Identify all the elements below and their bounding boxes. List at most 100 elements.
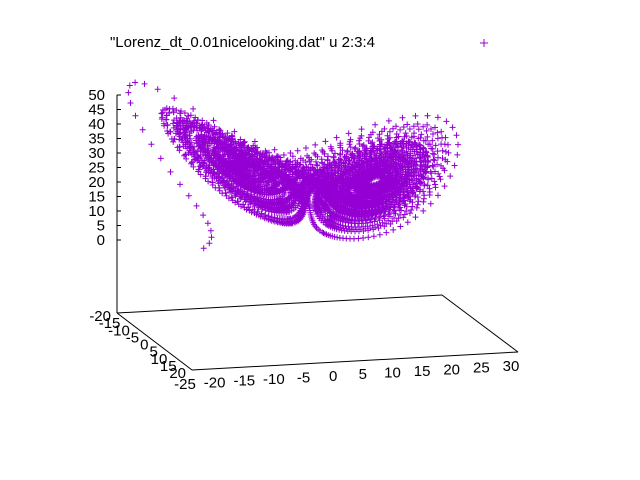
data-point bbox=[453, 132, 460, 139]
data-point bbox=[219, 167, 226, 174]
data-point bbox=[400, 142, 406, 149]
data-point bbox=[442, 134, 449, 141]
data-point bbox=[287, 150, 294, 156]
data-point bbox=[385, 136, 392, 142]
data-point bbox=[409, 203, 416, 210]
z-tick-label: 40 bbox=[88, 116, 105, 133]
data-point bbox=[224, 147, 231, 154]
data-point bbox=[190, 163, 197, 170]
data-point bbox=[305, 172, 312, 179]
data-point bbox=[416, 141, 423, 148]
data-point bbox=[314, 162, 321, 169]
data-point bbox=[365, 212, 372, 219]
data-point bbox=[336, 226, 343, 233]
data-point bbox=[374, 198, 381, 204]
data-point bbox=[374, 159, 381, 166]
data-point bbox=[438, 162, 444, 169]
data-point bbox=[242, 182, 249, 189]
data-point bbox=[395, 186, 402, 193]
data-point bbox=[434, 114, 441, 121]
data-point bbox=[405, 172, 412, 178]
data-point bbox=[198, 162, 204, 168]
data-point bbox=[359, 174, 366, 181]
data-point bbox=[333, 134, 340, 141]
data-point bbox=[175, 131, 182, 138]
data-point bbox=[371, 160, 377, 167]
data-point bbox=[447, 173, 454, 180]
data-point bbox=[381, 223, 388, 230]
data-point bbox=[390, 226, 397, 233]
data-point bbox=[347, 136, 354, 143]
y-back-edge bbox=[116, 294, 443, 314]
data-point bbox=[421, 153, 428, 160]
data-point bbox=[289, 168, 296, 175]
data-point bbox=[325, 162, 332, 168]
data-point bbox=[396, 200, 403, 207]
x-right-edge bbox=[441, 294, 519, 353]
data-point bbox=[410, 123, 417, 130]
data-point bbox=[297, 173, 304, 180]
data-point bbox=[401, 133, 408, 140]
data-point bbox=[295, 211, 302, 217]
data-point bbox=[224, 130, 231, 137]
data-point bbox=[266, 163, 273, 170]
x-tick-label: 5 bbox=[359, 366, 367, 383]
data-point bbox=[425, 157, 432, 164]
data-point bbox=[407, 150, 414, 157]
data-point bbox=[237, 152, 244, 159]
data-point bbox=[394, 147, 401, 154]
data-point bbox=[427, 200, 434, 207]
data-point bbox=[330, 159, 337, 166]
data-point bbox=[348, 166, 354, 173]
data-point bbox=[281, 197, 288, 204]
data-point bbox=[209, 137, 216, 144]
data-point bbox=[250, 185, 257, 192]
data-point bbox=[443, 118, 450, 125]
data-point bbox=[325, 205, 332, 212]
data-point bbox=[455, 141, 461, 148]
data-point bbox=[378, 148, 385, 155]
data-point bbox=[303, 145, 309, 151]
data-point bbox=[377, 213, 383, 220]
data-point bbox=[251, 138, 258, 145]
data-point bbox=[304, 152, 311, 159]
data-point bbox=[379, 219, 386, 226]
data-point bbox=[177, 181, 183, 188]
data-point bbox=[441, 183, 448, 190]
data-point bbox=[415, 126, 422, 133]
data-point bbox=[271, 214, 278, 221]
data-point bbox=[294, 147, 301, 154]
data-point bbox=[269, 166, 276, 172]
data-point bbox=[201, 160, 208, 167]
data-point bbox=[376, 131, 383, 138]
data-point bbox=[226, 172, 233, 179]
data-point bbox=[293, 171, 300, 178]
data-point bbox=[277, 188, 284, 195]
data-point bbox=[290, 190, 297, 196]
data-point bbox=[210, 117, 217, 124]
data-point bbox=[317, 178, 324, 185]
data-point bbox=[438, 128, 445, 135]
data-point bbox=[210, 127, 217, 134]
data-point bbox=[206, 155, 213, 161]
data-point bbox=[275, 158, 282, 165]
data-point bbox=[451, 162, 458, 169]
data-point bbox=[369, 222, 376, 229]
data-point bbox=[358, 132, 365, 139]
data-point bbox=[164, 122, 171, 129]
data-point bbox=[387, 221, 394, 227]
data-point bbox=[328, 163, 335, 169]
data-point bbox=[283, 162, 289, 169]
data-point bbox=[237, 136, 244, 143]
data-point bbox=[197, 155, 204, 162]
data-point bbox=[437, 176, 444, 183]
data-point bbox=[225, 195, 232, 202]
data-point bbox=[424, 182, 431, 189]
data-point bbox=[406, 126, 413, 132]
data-point bbox=[250, 200, 257, 207]
data-point bbox=[351, 158, 358, 165]
data-point bbox=[377, 197, 384, 203]
y-tick-label: 0 bbox=[140, 337, 148, 354]
data-point bbox=[413, 204, 420, 211]
data-point bbox=[435, 192, 441, 199]
